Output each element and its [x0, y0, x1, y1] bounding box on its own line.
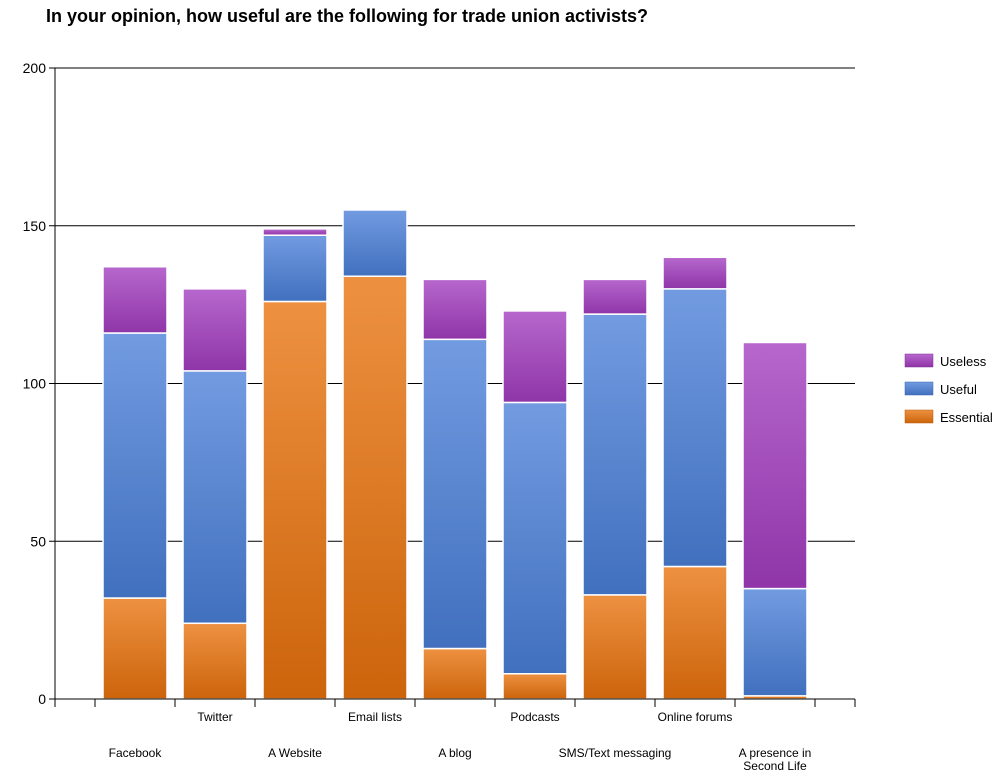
bar-essential-online-forums [662, 565, 728, 700]
bar-useless-online-forums [662, 256, 728, 290]
x-tick-label: Email lists [348, 710, 402, 724]
bar-useless-sms-text-messaging [582, 278, 648, 315]
x-tick-label: A Website [268, 746, 322, 760]
y-tick-label: 50 [30, 533, 46, 549]
bar-useless-twitter [182, 288, 248, 372]
y-tick-label: 150 [23, 218, 47, 234]
x-tick-label: Twitter [197, 710, 232, 724]
bar-essential-email-lists [342, 275, 408, 700]
bar-useful-a-website [262, 234, 328, 303]
y-tick-label: 0 [38, 691, 46, 707]
bar-useless-a-website [262, 228, 328, 236]
x-tick-label: SMS/Text messaging [559, 746, 672, 760]
legend-label-useful: Useful [940, 382, 977, 397]
bar-useless-podcasts [502, 310, 568, 404]
bar-useless-facebook [102, 266, 168, 334]
legend-swatch-useful [904, 381, 934, 396]
chart-title: In your opinion, how useful are the foll… [46, 6, 649, 26]
bar-essential-facebook [102, 597, 168, 700]
legend-swatch-essential [904, 409, 934, 424]
x-tick-label: A blog [438, 746, 471, 760]
x-tick-label: Podcasts [510, 710, 559, 724]
bar-essential-a-blog [422, 647, 488, 700]
bar-essential-podcasts [502, 673, 568, 700]
bar-useful-twitter [182, 370, 248, 625]
x-tick-label: Online forums [658, 710, 733, 724]
bar-useful-online-forums [662, 288, 728, 568]
x-tick-label: A presence in Second Life [739, 746, 812, 773]
bar-useless-a-blog [422, 278, 488, 341]
bar-useful-podcasts [502, 401, 568, 675]
bar-essential-twitter [182, 622, 248, 700]
bar-useful-email-lists [342, 209, 408, 277]
bar-useful-sms-text-messaging [582, 313, 648, 596]
x-tick-label: Facebook [109, 746, 163, 760]
legend-label-essential: Essential [940, 410, 993, 425]
bar-useful-facebook [102, 332, 168, 599]
bar-essential-sms-text-messaging [582, 594, 648, 700]
legend-label-useless: Useless [940, 354, 987, 369]
y-tick-label: 200 [23, 60, 47, 76]
bar-useful-a-blog [422, 338, 488, 650]
legend-swatch-useless [904, 353, 934, 368]
y-tick-label: 100 [23, 376, 47, 392]
bar-useful-a-presence-in-second-life [742, 587, 808, 697]
bar-useless-a-presence-in-second-life [742, 341, 808, 590]
bar-essential-a-website [262, 300, 328, 700]
